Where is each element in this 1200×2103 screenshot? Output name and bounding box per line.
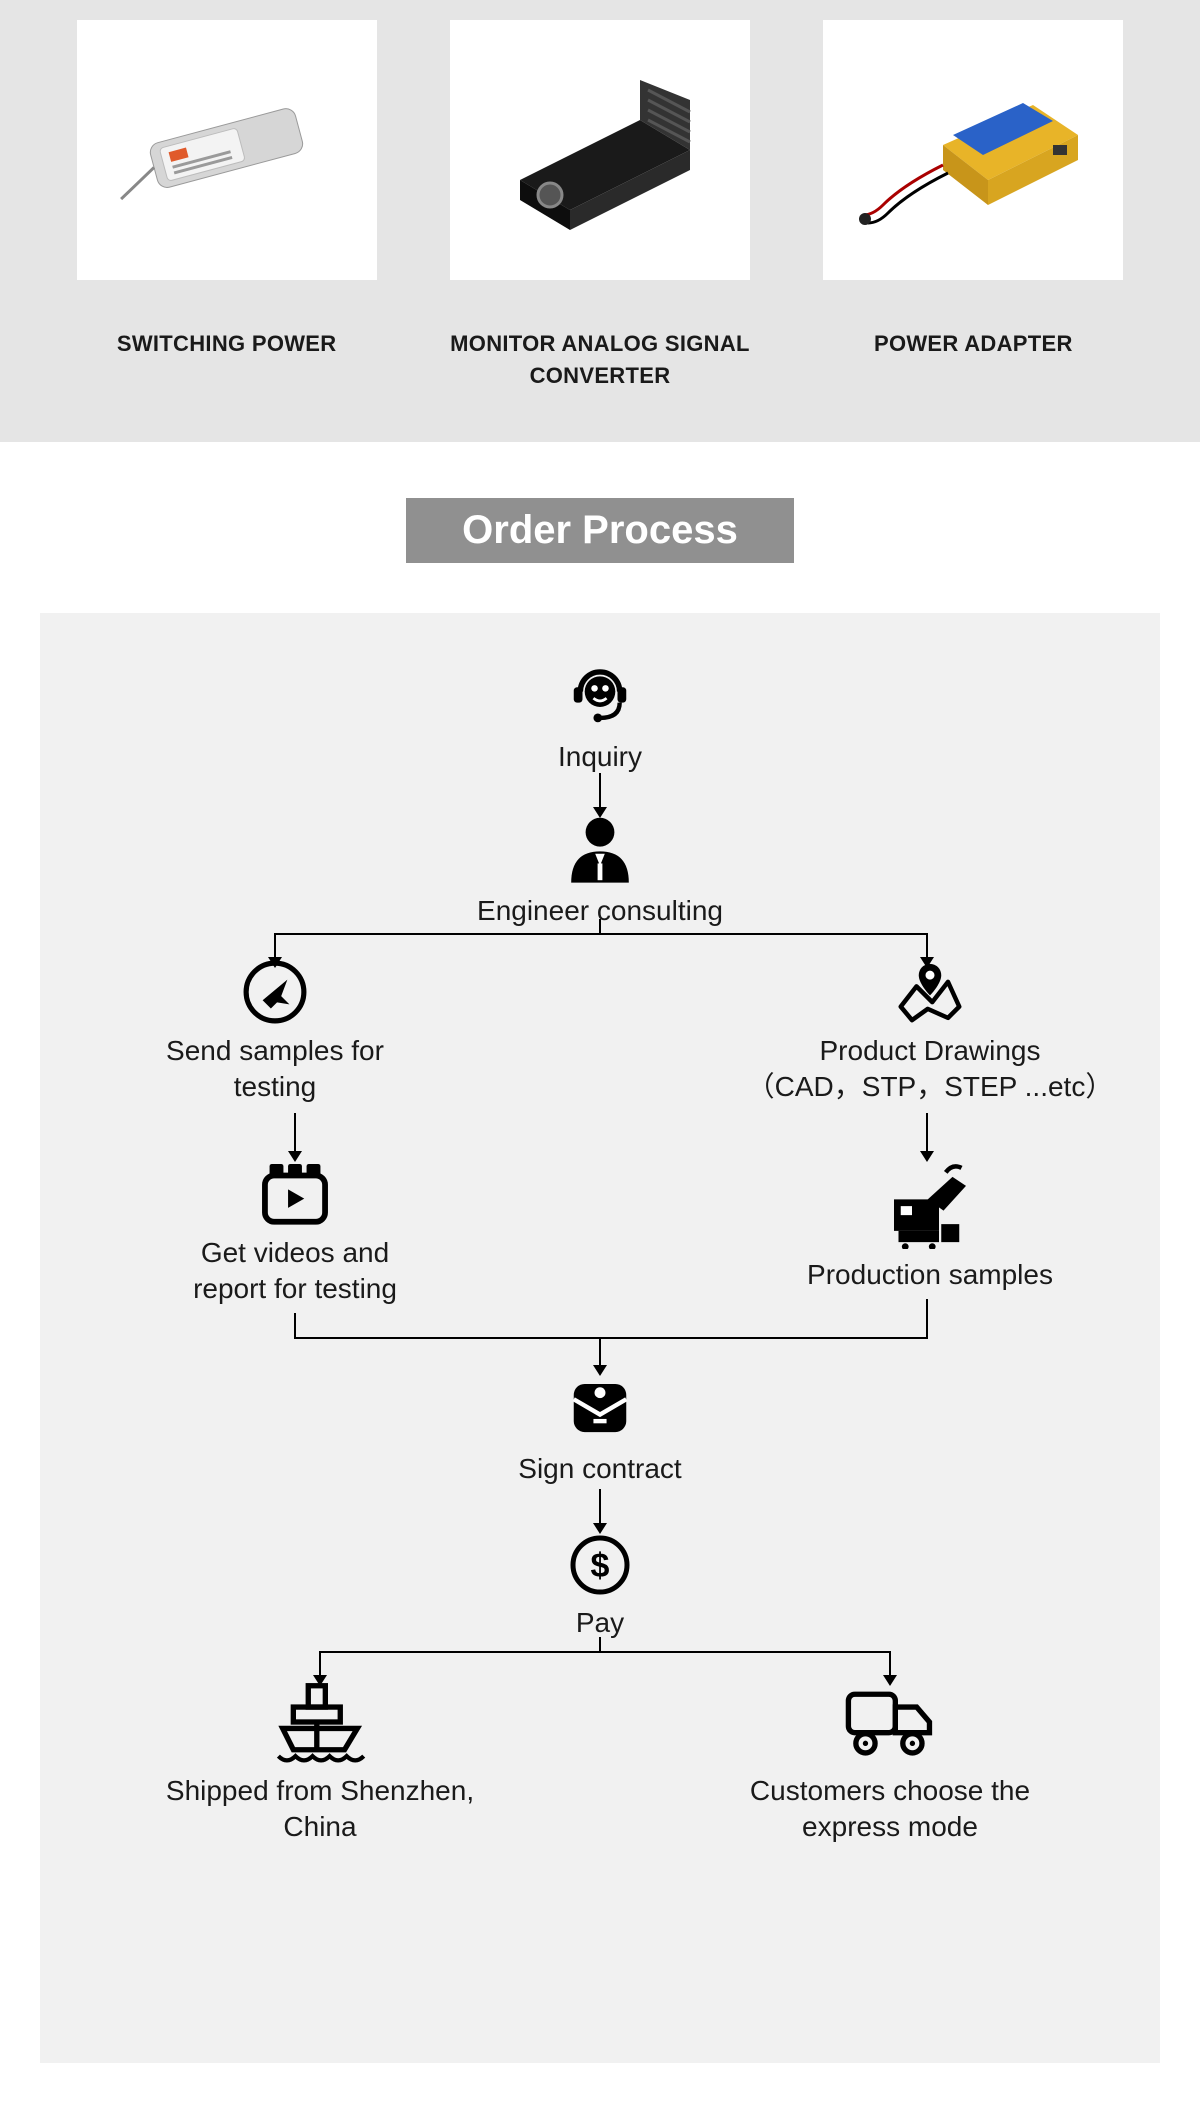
product-card: MONITOR ANALOG SIGNAL CONVERTER [433, 20, 766, 392]
node-ship: Shipped from Shenzhen, China [140, 1679, 500, 1845]
edge [294, 1337, 928, 1339]
signal-converter-icon [490, 60, 710, 240]
edge [599, 773, 601, 809]
node-label: Production samples [807, 1257, 1053, 1293]
node-label: Inquiry [558, 739, 642, 775]
product-image-power-adapter [823, 20, 1123, 280]
product-card: SWITCHING POWER [60, 20, 393, 392]
product-label: MONITOR ANALOG SIGNAL CONVERTER [450, 328, 750, 392]
truck-icon [842, 1679, 938, 1765]
edge [599, 1489, 601, 1525]
node-label: Product Drawings （CAD，STP，STEP ...etc） [747, 1033, 1114, 1105]
product-image-signal-converter [450, 20, 750, 280]
svg-text:$: $ [591, 1547, 610, 1585]
map-pin-icon [894, 959, 966, 1025]
node-contract: Sign contract [490, 1373, 710, 1487]
dollar-icon: $ [568, 1533, 632, 1597]
edge [889, 1651, 891, 1677]
node-prodsamp: Production samples [770, 1161, 1090, 1293]
node-label: Pay [576, 1605, 624, 1641]
node-label: Shipped from Shenzhen, China [166, 1773, 474, 1845]
product-image-switching-power [77, 20, 377, 280]
section-title: Order Process [406, 498, 794, 563]
node-label: Customers choose the express mode [750, 1773, 1030, 1845]
edge [274, 933, 276, 959]
plane-icon [242, 959, 308, 1025]
node-label: Engineer consulting [477, 893, 723, 929]
node-videos: Get videos and report for testing [140, 1161, 450, 1307]
edge [599, 1337, 601, 1367]
node-engineer: Engineer consulting [460, 813, 740, 929]
power-adapter-icon [853, 65, 1093, 235]
node-label: Sign contract [518, 1451, 681, 1487]
envelope-icon [565, 1373, 635, 1443]
video-icon [258, 1161, 332, 1227]
node-label: Get videos and report for testing [193, 1235, 397, 1307]
node-inquiry: Inquiry [540, 661, 660, 775]
section-title-wrap: Order Process [0, 498, 1200, 563]
node-drawings: Product Drawings （CAD，STP，STEP ...etc） [710, 959, 1150, 1105]
product-label: SWITCHING POWER [117, 328, 337, 360]
node-express: Customers choose the express mode [730, 1679, 1050, 1845]
product-label: POWER ADAPTER [874, 328, 1073, 360]
node-samples: Send samples for testing [135, 959, 415, 1105]
products-section: SWITCHING POWER MO [0, 0, 1200, 442]
edge [294, 1313, 296, 1337]
ship-icon [272, 1679, 368, 1765]
node-label: Send samples for testing [166, 1033, 384, 1105]
edge [926, 1299, 928, 1337]
edge [926, 1113, 928, 1153]
person-icon [561, 813, 639, 885]
edge [319, 1651, 891, 1653]
edge [926, 933, 928, 959]
flowchart-outer: Inquiry Engineer consulting Send samples… [0, 613, 1200, 2103]
headset-icon [565, 661, 635, 731]
edge [319, 1651, 321, 1677]
flowchart-canvas: Inquiry Engineer consulting Send samples… [40, 613, 1160, 2063]
machine-icon [885, 1161, 975, 1249]
node-pay: $ Pay [540, 1533, 660, 1641]
switching-power-icon [112, 75, 342, 225]
product-card: POWER ADAPTER [807, 20, 1140, 392]
edge [274, 933, 928, 935]
edge [294, 1113, 296, 1153]
